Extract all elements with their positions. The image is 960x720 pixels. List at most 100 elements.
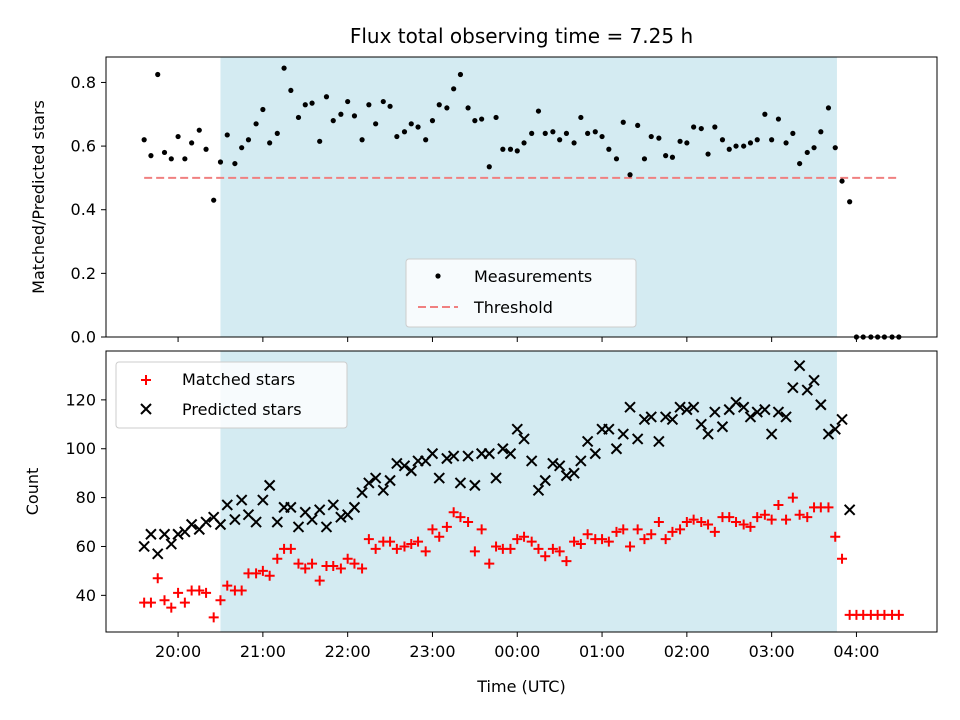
data-point [698, 125, 704, 132]
data-point [152, 548, 164, 560]
data-point [675, 524, 686, 535]
data-point [563, 130, 570, 136]
data-point [274, 130, 280, 136]
data-point [145, 528, 157, 540]
data-point [738, 519, 749, 530]
data-point [486, 164, 492, 170]
data-point [787, 492, 798, 503]
data-point [787, 381, 799, 394]
data-point [201, 587, 212, 598]
data-point [769, 137, 775, 143]
data-point [554, 546, 565, 557]
data-point [747, 140, 754, 146]
data-point [302, 102, 308, 108]
data-point [314, 575, 325, 586]
data-point [542, 130, 548, 136]
data-point [811, 145, 817, 151]
data-point [625, 541, 636, 552]
x-tick-label: 00:00 [494, 642, 540, 661]
data-point [681, 517, 692, 528]
data-point [253, 121, 259, 127]
data-point [781, 514, 792, 525]
data-point [709, 526, 720, 537]
data-point [618, 524, 629, 535]
data-point [229, 513, 241, 526]
data-point [547, 457, 559, 470]
data-point [624, 401, 636, 413]
data-point [235, 494, 248, 506]
data-point [731, 517, 742, 528]
data-point [369, 472, 382, 484]
data-point [307, 558, 318, 569]
data-point [214, 518, 227, 531]
data-point [823, 502, 834, 513]
data-point [620, 119, 626, 125]
data-point [306, 513, 318, 526]
data-point [610, 443, 623, 455]
data-point [801, 384, 813, 396]
data-point [377, 484, 389, 496]
data-point [773, 499, 784, 510]
y-tick-label: 0.4 [71, 200, 96, 219]
y-tick-label: 0.6 [71, 137, 96, 156]
data-point [741, 143, 747, 149]
data-point [540, 551, 551, 562]
data-point [539, 474, 551, 487]
data-point [525, 455, 538, 467]
data-point [631, 433, 644, 445]
data-point [635, 122, 641, 129]
data-point [161, 149, 168, 156]
data-point [532, 484, 545, 496]
data-point [726, 146, 732, 152]
y-tick-label: 0.8 [71, 73, 96, 92]
data-point [571, 140, 577, 146]
data-point [893, 609, 904, 620]
data-point [285, 543, 296, 554]
data-point [251, 568, 262, 579]
data-point [448, 507, 459, 518]
data-point [529, 130, 535, 136]
data-point [357, 563, 368, 574]
data-point [406, 539, 417, 550]
data-point [730, 396, 742, 409]
data-point [772, 406, 785, 418]
data-point [300, 563, 311, 574]
data-point [426, 447, 439, 460]
data-point [363, 477, 375, 489]
data-point [815, 399, 827, 411]
data-point [168, 156, 174, 162]
data-point [179, 597, 190, 608]
legend-label-predicted: Predicted stars [182, 400, 302, 419]
data-point [613, 156, 620, 162]
data-point [744, 411, 757, 423]
data-point [152, 573, 163, 584]
data-point [592, 129, 598, 135]
data-point [405, 465, 417, 477]
data-point [479, 116, 485, 122]
data-point [203, 146, 209, 152]
data-point [469, 479, 481, 492]
data-point [507, 146, 514, 152]
series-matched-stars [139, 492, 904, 623]
y-tick-label: 80 [76, 488, 96, 507]
data-point [653, 435, 665, 448]
data-point [348, 501, 361, 514]
x-tick-label: 02:00 [664, 642, 710, 661]
data-point [526, 536, 537, 547]
data-point [221, 499, 233, 511]
data-point [141, 137, 147, 143]
data-point [754, 137, 760, 143]
data-point [659, 411, 672, 423]
data-point [632, 524, 643, 535]
data-point [462, 450, 474, 462]
data-point [384, 474, 396, 487]
data-point [514, 148, 520, 154]
data-point [783, 140, 789, 146]
data-point [434, 531, 445, 542]
data-point [472, 118, 478, 124]
x-axis-label: Time (UTC) [476, 677, 565, 696]
data-point [547, 543, 558, 554]
data-point [793, 359, 806, 372]
data-point [420, 546, 431, 557]
data-point [222, 580, 233, 591]
